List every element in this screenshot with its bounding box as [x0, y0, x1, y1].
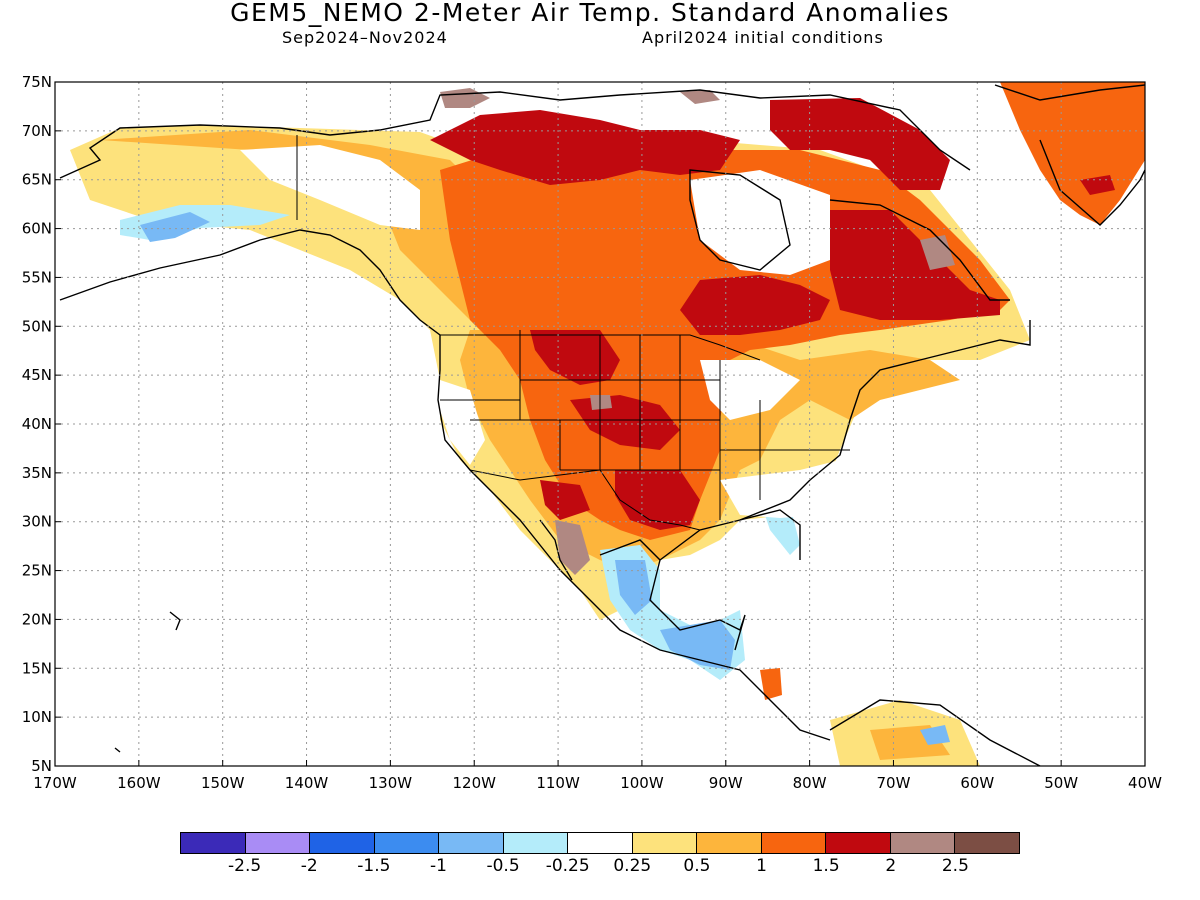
latitude-label: 70N: [22, 122, 52, 140]
latitude-label: 35N: [22, 464, 52, 482]
colorbar-swatch: [826, 833, 891, 853]
latitude-label: 5N: [31, 757, 52, 775]
colorbar-swatch: [503, 833, 569, 853]
colorbar-swatch: [761, 833, 827, 853]
colorbar-swatch: [245, 833, 311, 853]
colorbar-label: 2.5: [941, 856, 969, 876]
colorbar-label: -1: [429, 856, 447, 876]
latitude-label: 40N: [22, 415, 52, 433]
initial-conditions: April2024 initial conditions: [642, 28, 884, 47]
colorbar-swatch: [374, 833, 440, 853]
latitude-label: 65N: [22, 171, 52, 189]
colorbar: [180, 832, 1020, 854]
colorbar-label: -0.5: [486, 856, 520, 876]
latitude-label: 30N: [22, 513, 52, 531]
political-borders: [296, 135, 850, 531]
longitude-label: 150W: [201, 774, 245, 792]
latitude-label: 55N: [22, 268, 52, 286]
forecast-period: Sep2024–Nov2024: [282, 28, 448, 47]
anomaly-neg05-region: [140, 212, 210, 242]
map-title: GEM5_NEMO 2-Meter Air Temp. Standard Ano…: [230, 0, 950, 27]
colorbar-swatch: [697, 833, 762, 853]
anomaly-map: 75N 70N 65N 60N 55N 50N 45N 40N 35N 30N 25N 20N 15N 1…: [22, 73, 1162, 792]
longitude-label: 120W: [452, 774, 496, 792]
longitude-label: 110W: [536, 774, 580, 792]
colorbar-swatch: [955, 833, 1019, 853]
colorbar-swatch: [890, 833, 956, 853]
latitude-label: 15N: [22, 659, 52, 677]
axis-ticks: [54, 81, 1146, 767]
longitude-label: 140W: [285, 774, 329, 792]
colorbar-swatch: [181, 833, 246, 853]
longitude-label: 100W: [620, 774, 664, 792]
anomaly-25-region: [440, 88, 490, 108]
longitude-label: 70W: [877, 774, 911, 792]
latitude-label: 25N: [22, 562, 52, 580]
colorbar-label: -0.25: [545, 856, 590, 876]
longitude-label: 160W: [117, 774, 161, 792]
map-field: [70, 82, 1145, 766]
colorbar-label: -2: [300, 856, 318, 876]
longitude-label: 130W: [369, 774, 413, 792]
latitude-label: 60N: [22, 220, 52, 238]
colorbar-label: 1.5: [812, 856, 840, 876]
colorbar-label: 1: [756, 856, 767, 876]
longitude-label: 40W: [1128, 774, 1162, 792]
longitude-label: 60W: [960, 774, 994, 792]
colorbar-label: 0.5: [683, 856, 711, 876]
colorbar-label: 2: [885, 856, 897, 876]
colorbar-label: -2.5: [228, 856, 262, 876]
latitude-label: 50N: [22, 317, 52, 335]
colorbar-label: 0.25: [613, 856, 652, 876]
latitude-label: 10N: [22, 708, 52, 726]
latitude-labels: 75N 70N 65N 60N 55N 50N 45N 40N 35N 30N 25N 20N 15N 1…: [22, 73, 52, 775]
colorbar-swatch: [310, 833, 375, 853]
colorbar-swatch: [632, 833, 698, 853]
anomaly-2-region: [430, 110, 740, 185]
latitude-label: 20N: [22, 610, 52, 628]
coastlines: [59, 84, 1145, 766]
latitude-label: 45N: [22, 366, 52, 384]
colorbar-swatch: [568, 833, 633, 853]
longitude-label: 170W: [33, 774, 77, 792]
graticule: [55, 82, 1145, 766]
colorbar-label: -1.5: [357, 856, 391, 876]
longitude-label: 50W: [1044, 774, 1078, 792]
longitude-labels: 170W 160W 150W 140W 130W 120W 110W 100W 90W 80W 70…: [33, 774, 1162, 792]
colorbar-swatch: [439, 833, 504, 853]
latitude-label: 75N: [22, 73, 52, 91]
longitude-label: 90W: [709, 774, 743, 792]
longitude-label: 80W: [793, 774, 827, 792]
